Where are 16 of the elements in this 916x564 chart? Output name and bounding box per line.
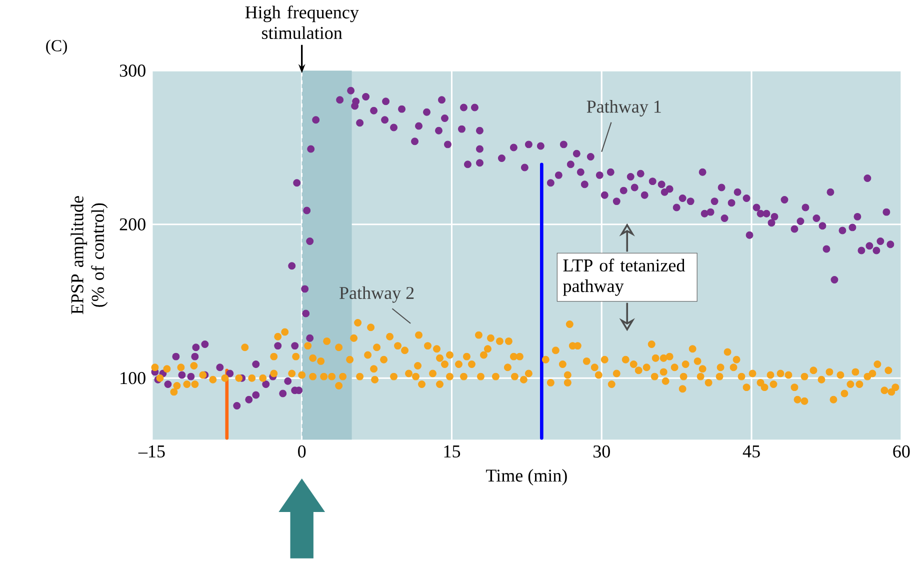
text: (C) xyxy=(46,40,67,55)
x-tick-label: 15 xyxy=(444,445,460,458)
series-label: Pathway 1 xyxy=(586,100,661,116)
y-tick-label: 100 xyxy=(120,372,146,384)
ref-line-label: High frequency stimulation xyxy=(245,5,359,39)
x-axis-title: Time (min) xyxy=(486,468,567,486)
series-label: Pathway 2 xyxy=(340,286,414,303)
y-tick-label: 300 xyxy=(120,64,146,77)
x-tick-label: –15 xyxy=(138,445,165,458)
annotation: LTP of tetanized pathway xyxy=(563,258,686,296)
y-axis-title: EPSP amplitude (% of control) xyxy=(70,196,108,314)
y-tick-label: 200 xyxy=(120,218,146,230)
x-tick-label: 60 xyxy=(893,445,910,458)
x-tick-label: 0 xyxy=(298,445,306,458)
x-tick-label: 45 xyxy=(742,445,760,458)
x-tick-label: 30 xyxy=(593,445,610,458)
